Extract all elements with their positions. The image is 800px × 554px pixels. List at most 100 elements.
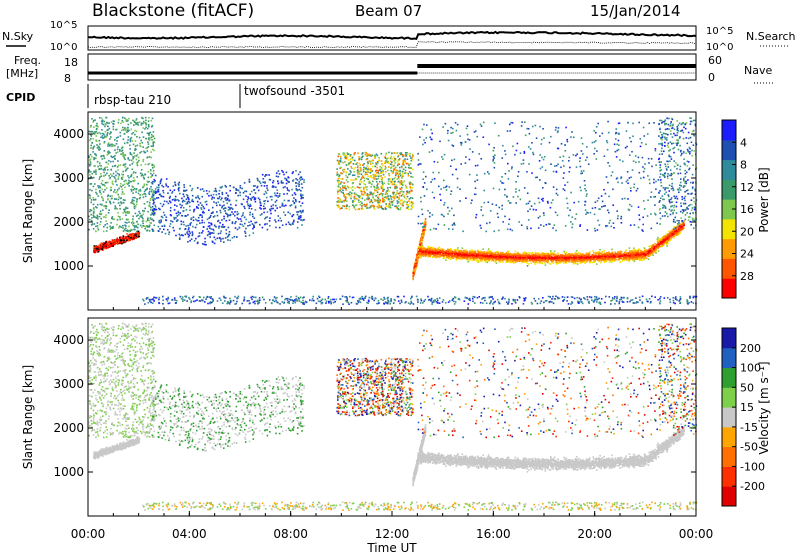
power-point: [227, 209, 230, 211]
power-point: [111, 239, 114, 241]
power-point: [106, 134, 108, 137]
power-point: [656, 238, 659, 240]
power-point: [262, 181, 264, 184]
power-point: [388, 157, 390, 159]
power-point: [259, 207, 261, 209]
power-point: [297, 182, 299, 185]
power-point: [295, 187, 298, 190]
power-point: [359, 180, 361, 182]
power-point: [132, 224, 134, 226]
power-point: [394, 187, 396, 190]
power-point: [553, 250, 556, 253]
power-point: [244, 230, 246, 233]
power-point: [382, 164, 384, 167]
power-point: [293, 219, 295, 222]
power-point: [152, 191, 155, 194]
power-point: [438, 246, 441, 249]
power-point: [389, 195, 392, 197]
power-point: [250, 208, 253, 210]
power-point: [429, 249, 432, 251]
power-point: [102, 154, 105, 157]
power-point: [197, 207, 199, 209]
power-point: [143, 190, 146, 193]
power-point: [105, 136, 108, 138]
power-point: [97, 227, 99, 229]
power-point: [188, 234, 191, 237]
power-point: [206, 228, 208, 230]
power-point: [366, 186, 368, 188]
power-point: [135, 123, 138, 125]
power-point: [345, 164, 348, 166]
power-point: [209, 216, 211, 218]
power-point: [134, 121, 136, 124]
power-point: [258, 180, 261, 183]
power-point: [193, 208, 196, 211]
power-point: [101, 188, 103, 191]
power-point: [299, 216, 302, 219]
power-point: [152, 143, 155, 145]
power-point: [134, 155, 136, 157]
power-point: [581, 255, 584, 258]
power-point: [103, 157, 106, 160]
power-point: [122, 155, 124, 157]
power-point: [98, 146, 101, 149]
power-point: [488, 252, 491, 255]
power-point: [354, 208, 357, 211]
power-point: [154, 206, 157, 208]
power-point: [160, 215, 163, 218]
power-point: [409, 182, 412, 184]
power-point: [126, 233, 128, 235]
power-point: [112, 145, 114, 147]
power-point: [603, 249, 605, 252]
power-point: [360, 158, 363, 161]
power-point: [117, 164, 120, 167]
power-point: [105, 230, 108, 232]
power-point: [374, 173, 376, 176]
power-point: [206, 192, 209, 195]
power-point: [220, 240, 222, 242]
power-point: [100, 217, 102, 220]
power-point: [221, 205, 224, 207]
power-point: [158, 230, 160, 232]
power-point: [550, 253, 552, 256]
power-point: [291, 222, 294, 224]
power-point: [174, 184, 177, 187]
power-point: [373, 177, 375, 180]
power-point: [265, 192, 268, 194]
power-point: [126, 129, 129, 132]
power-point: [342, 187, 344, 189]
power-point: [213, 190, 216, 192]
power-point: [395, 184, 397, 186]
power-point: [502, 256, 505, 258]
power-point: [169, 209, 172, 212]
power-point: [211, 206, 214, 209]
power-point: [104, 205, 106, 208]
power-point: [96, 222, 99, 224]
power-point: [395, 205, 397, 207]
power-point: [136, 220, 138, 223]
power-point: [111, 216, 114, 218]
power-point: [301, 178, 304, 180]
power-point: [133, 152, 135, 154]
power-point: [650, 252, 652, 255]
power-point: [544, 262, 546, 264]
power-point: [110, 227, 112, 229]
power-point: [251, 223, 254, 225]
power-point: [350, 165, 352, 168]
power-point: [391, 163, 393, 166]
power-point: [336, 159, 339, 162]
power-point: [125, 212, 128, 214]
power-point: [95, 140, 98, 142]
power-point: [185, 215, 188, 217]
power-point: [139, 194, 141, 196]
power-point: [405, 186, 408, 188]
power-point: [358, 208, 360, 210]
power-point: [159, 228, 161, 230]
power-point: [116, 184, 118, 186]
power-point: [382, 189, 384, 191]
power-point: [244, 222, 246, 225]
power-point: [103, 120, 106, 123]
power-point: [502, 261, 504, 263]
power-point: [407, 162, 409, 165]
power-point: [200, 208, 203, 211]
